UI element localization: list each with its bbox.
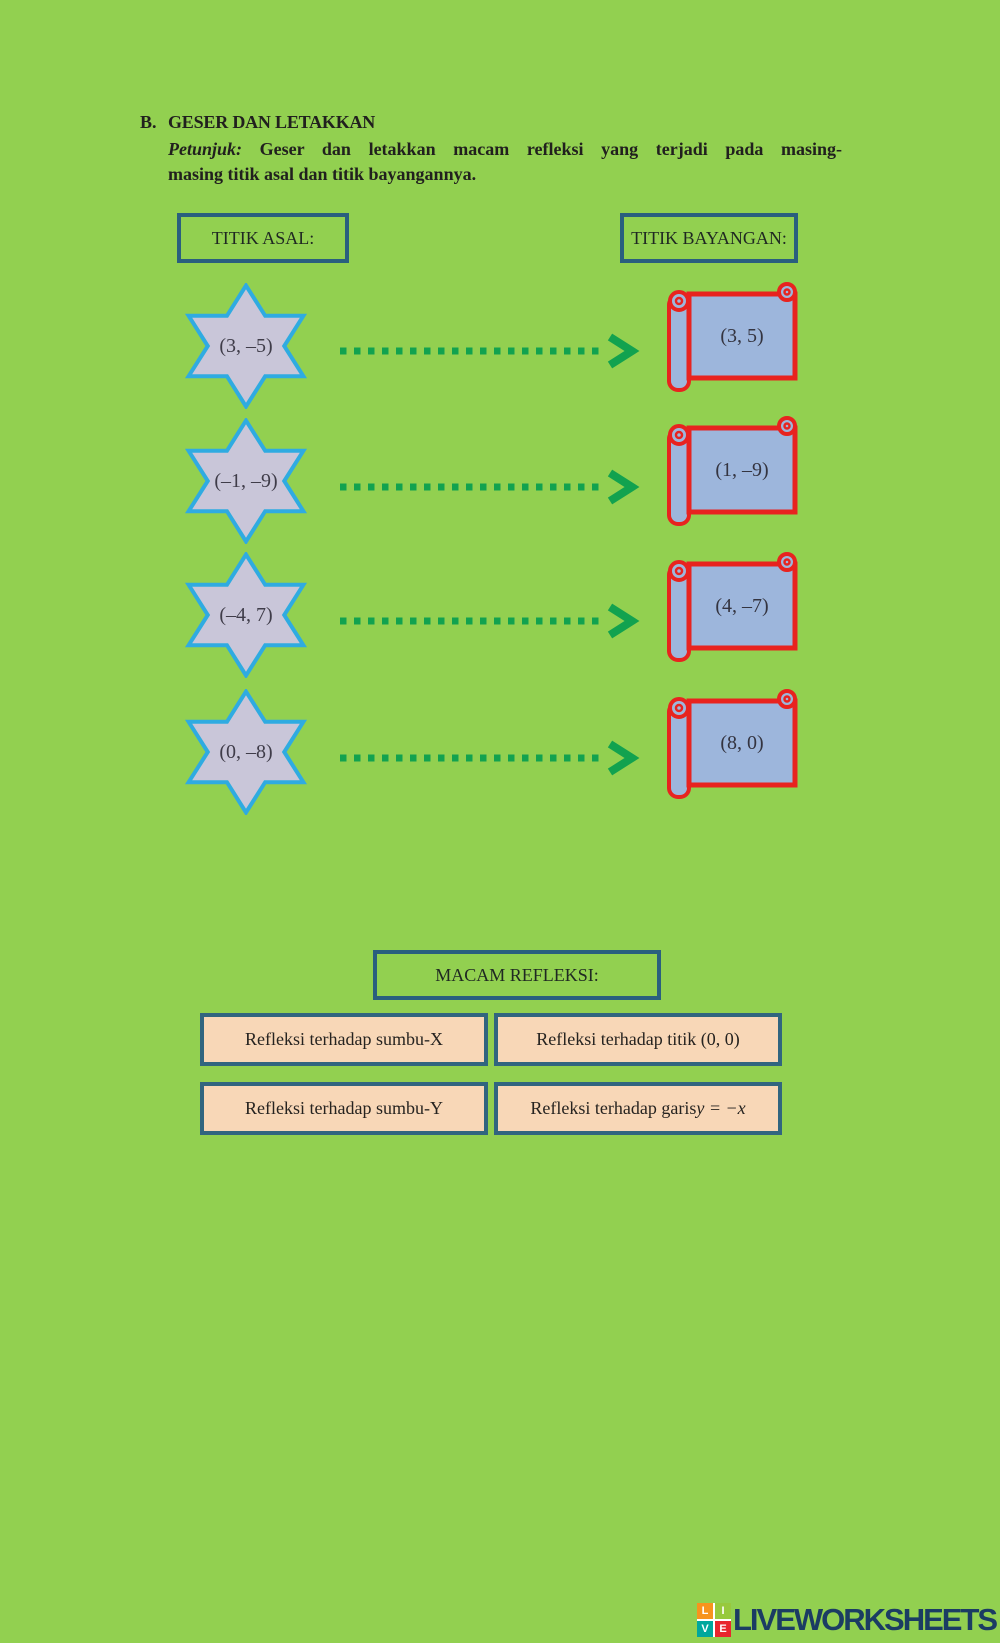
source-point-star: (–4, 7)	[177, 552, 315, 678]
target-point-scroll: (4, –7)	[661, 552, 801, 664]
section-label: B.	[140, 112, 157, 132]
target-point-label: (1, –9)	[715, 458, 769, 481]
option-label: Refleksi terhadap garis	[530, 1098, 697, 1118]
instruction-rest: Geser dan letakkan macam refleksi yang t…	[242, 139, 842, 159]
arrow-icon	[340, 603, 640, 639]
target-point-scroll: (1, –9)	[661, 416, 801, 528]
brand-text: LIVEWORKSHEETS	[733, 1602, 998, 1637]
source-point-label: (–1, –9)	[214, 469, 278, 492]
option-refleksi-garis-y-minus-x[interactable]: Refleksi terhadap garis y = −x	[494, 1082, 782, 1135]
option-math: y = −x	[696, 1098, 746, 1118]
instruction-line-2: masing titik asal dan titik bayangannya.	[168, 164, 477, 184]
arrow-icon	[340, 740, 640, 776]
answer-bank-title: MACAM REFLEKSI:	[373, 950, 661, 1000]
instruction-line-1: Petunjuk: Geser dan letakkan macam refle…	[168, 137, 842, 162]
option-refleksi-titik-0-0[interactable]: Refleksi terhadap titik (0, 0)	[494, 1013, 782, 1066]
arrow-icon	[340, 469, 640, 505]
instructions: Petunjuk: Geser dan letakkan macam refle…	[168, 137, 842, 187]
option-refleksi-sumbu-x[interactable]: Refleksi terhadap sumbu-X	[200, 1013, 488, 1066]
instruction-lead: Petunjuk:	[168, 139, 243, 159]
logo-letter-e: E	[715, 1621, 731, 1637]
scroll-icon	[667, 689, 798, 799]
option-label: Refleksi terhadap sumbu-X	[245, 1029, 443, 1049]
option-label: Refleksi terhadap titik (0, 0)	[536, 1029, 740, 1049]
scroll-icon	[667, 282, 798, 392]
scroll-icon	[667, 552, 798, 662]
source-point-label: (0, –8)	[219, 740, 273, 763]
target-point-label: (4, –7)	[715, 594, 769, 617]
liveworksheets-grid-icon: L I V E	[697, 1603, 731, 1637]
target-point-scroll: (3, 5)	[661, 282, 801, 394]
star-icon	[177, 418, 315, 544]
star-icon	[177, 552, 315, 678]
liveworksheets-logo[interactable]: L I V E LIVEWORKSHEETS	[697, 1602, 998, 1637]
logo-letter-l: L	[697, 1603, 713, 1619]
star-icon	[177, 283, 315, 409]
source-point-star: (0, –8)	[177, 689, 315, 815]
section-title: GESER DAN LETAKKAN	[168, 112, 376, 132]
target-point-label: (3, 5)	[720, 324, 764, 347]
arrow-icon	[340, 333, 640, 369]
target-point-scroll: (8, 0)	[661, 689, 801, 801]
source-point-label: (3, –5)	[219, 334, 273, 357]
source-point-star: (–1, –9)	[177, 418, 315, 544]
target-column-title: TITIK BAYANGAN:	[620, 213, 798, 263]
source-point-label: (–4, 7)	[219, 603, 273, 626]
logo-letter-i: I	[715, 1603, 731, 1619]
option-label: Refleksi terhadap sumbu-Y	[245, 1098, 443, 1118]
star-icon	[177, 689, 315, 815]
scroll-icon	[667, 416, 798, 526]
source-point-star: (3, –5)	[177, 283, 315, 409]
source-column-title: TITIK ASAL:	[177, 213, 349, 263]
option-refleksi-sumbu-y[interactable]: Refleksi terhadap sumbu-Y	[200, 1082, 488, 1135]
target-point-label: (8, 0)	[720, 731, 764, 754]
logo-letter-v: V	[697, 1621, 713, 1637]
